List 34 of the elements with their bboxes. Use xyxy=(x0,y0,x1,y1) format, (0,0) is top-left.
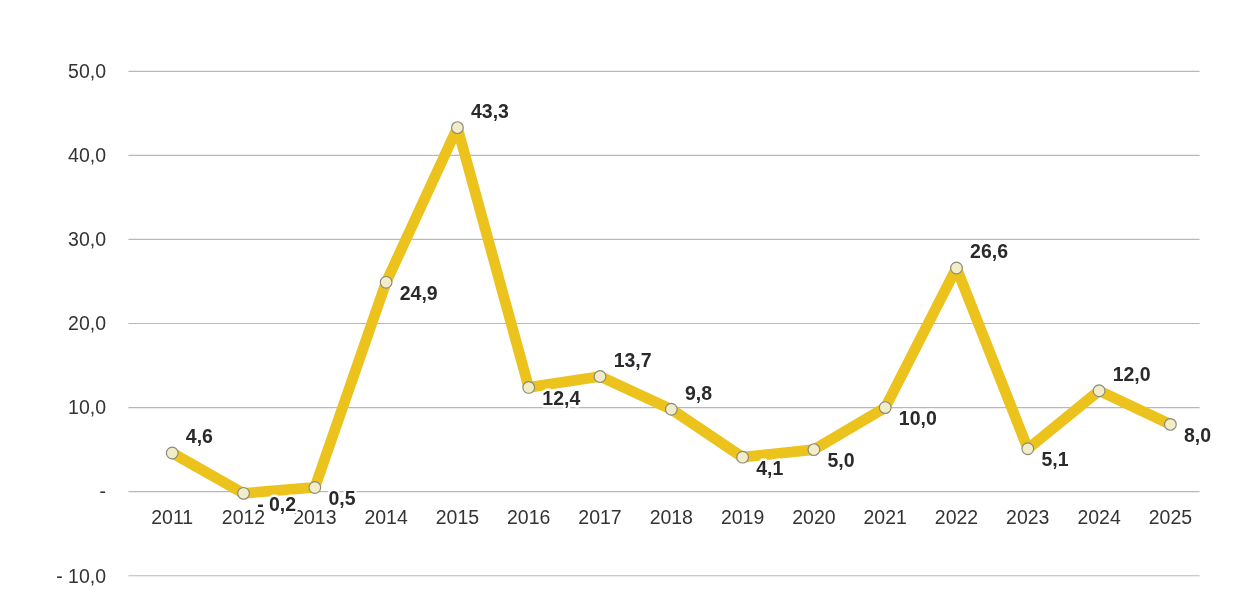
data-label: 12,4 xyxy=(542,386,581,409)
y-tick-label: 30,0 xyxy=(68,228,107,251)
y-tick-label: 20,0 xyxy=(68,312,107,335)
x-tick-label: 2020 xyxy=(792,505,836,528)
data-label: 43,3 xyxy=(471,99,510,122)
y-tick-label: 50,0 xyxy=(68,60,107,83)
x-tick-label: 2016 xyxy=(507,505,551,528)
x-tick-label: 2023 xyxy=(1006,505,1050,528)
data-label: 5,1 xyxy=(1041,448,1069,471)
x-tick-label: 2017 xyxy=(578,505,622,528)
y-tick-label: 40,0 xyxy=(68,144,107,167)
y-tick-label: - xyxy=(99,480,107,503)
x-tick-label: 2025 xyxy=(1148,505,1193,528)
data-label: 13,7 xyxy=(613,348,652,371)
x-tick-label: 2021 xyxy=(863,505,907,528)
x-tick-label: 2011 xyxy=(151,505,194,528)
y-tick-label: - 10,0 xyxy=(56,564,107,587)
data-label: 10,0 xyxy=(898,407,937,430)
data-label: 9,8 xyxy=(684,381,713,404)
data-label: 4,6 xyxy=(185,425,214,448)
x-tick-label: 2024 xyxy=(1077,505,1121,528)
data-label: 8,0 xyxy=(1184,423,1212,446)
x-tick-label: 2019 xyxy=(720,505,765,528)
x-tick-label: 2022 xyxy=(934,505,979,528)
data-label: 4,1 xyxy=(756,456,784,479)
data-label: 12,0 xyxy=(1112,363,1151,386)
data-label: 0,5 xyxy=(328,486,356,509)
x-tick-label: 2015 xyxy=(435,505,480,528)
data-label: 24,9 xyxy=(399,281,438,304)
x-tick-label: 2018 xyxy=(649,505,693,528)
y-tick-label: 10,0 xyxy=(68,396,107,419)
data-label: 26,6 xyxy=(970,240,1009,263)
x-tick-label: 2014 xyxy=(364,505,408,528)
data-label: 5,0 xyxy=(827,449,855,472)
